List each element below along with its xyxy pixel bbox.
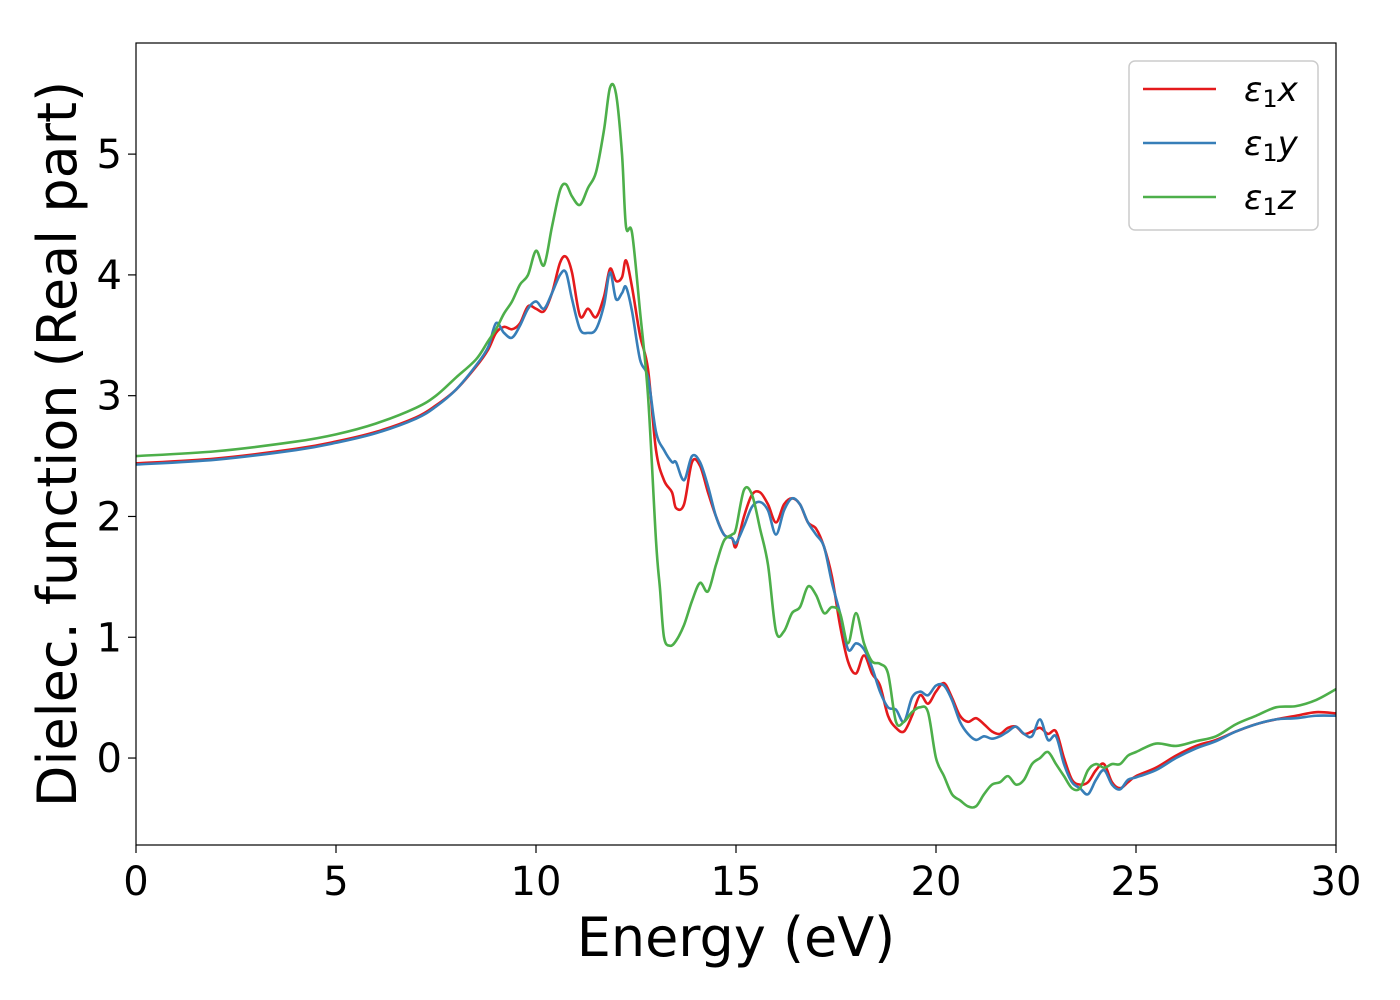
x-tick-label: 30 [1311,859,1362,905]
x-tick-label: 5 [323,859,348,905]
y-tick-label: 2 [97,494,122,540]
legend-box [1128,60,1319,231]
y-tick-label: 4 [97,253,122,299]
y-tick-label: 1 [97,615,122,661]
x-tick-label: 0 [123,859,148,905]
y-tick-label: 3 [97,374,122,420]
y-axis-label: Dielec. function (Real part) [26,81,89,807]
x-axis-ticks: 0 5 10 15 20 25 30 [123,845,1361,905]
x-tick-label: 20 [911,859,962,905]
x-tick-label: 15 [711,859,762,905]
y-axis-ticks: 0 1 2 3 4 5 [97,132,136,782]
legend: ε1x ε1y ε1z [1128,60,1319,231]
legend-label-x: ε1x [1244,70,1299,113]
y-tick-label: 5 [97,132,122,178]
legend-label-y: ε1y [1244,124,1299,167]
y-tick-label: 0 [97,736,122,782]
legend-label-z: ε1z [1244,178,1297,221]
x-tick-label: 25 [1111,859,1162,905]
x-axis-label: Energy (eV) [577,906,896,969]
series-layer [136,82,1336,809]
series-line-z [136,82,1336,809]
x-tick-label: 10 [511,859,562,905]
